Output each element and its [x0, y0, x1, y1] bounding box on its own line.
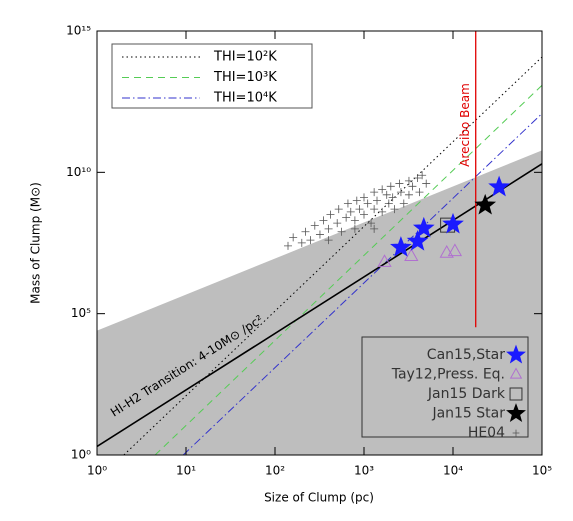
legend-marker	[506, 344, 526, 364]
marker	[447, 243, 463, 257]
axes-frame	[96, 30, 543, 456]
transition-line	[97, 163, 542, 448]
marker	[360, 210, 368, 219]
marker	[350, 216, 359, 225]
model-line	[123, 56, 542, 455]
marker	[363, 199, 372, 208]
marker	[343, 199, 352, 208]
legend-label: THI=10²K	[213, 50, 277, 65]
x-tick-label: 10²	[265, 464, 285, 478]
marker	[384, 199, 393, 208]
ticks: 10⁰ 10¹ 10² 10³ 10⁴ 10⁵ 10⁰ 10⁵ 10¹⁰ 10¹⁵	[66, 24, 552, 478]
model-legend: THI=10²K THI=10³K THI=10⁴K	[111, 43, 313, 109]
legend-marker	[509, 387, 523, 401]
marker	[377, 254, 392, 267]
marker	[315, 230, 324, 239]
marker	[334, 205, 343, 214]
marker	[378, 207, 387, 216]
marker	[333, 219, 342, 228]
x-tick-label: 10⁴	[443, 464, 463, 478]
x-tick-label: 10¹	[176, 464, 196, 478]
y-tick-label: 10¹⁰	[66, 165, 91, 179]
legend-label: Tay12,Press. Eq.	[391, 367, 505, 383]
marker	[413, 174, 422, 183]
legend-label: Jan15 Star	[431, 406, 505, 422]
marker	[412, 216, 435, 238]
legend-box	[111, 43, 313, 109]
marker	[404, 176, 413, 185]
legend-label: THI=10³K	[213, 70, 277, 85]
marker	[289, 233, 298, 242]
marker	[306, 236, 315, 245]
marker	[378, 185, 387, 194]
marker	[399, 199, 408, 208]
beam-label: Arecibo Beam	[458, 83, 472, 167]
marker	[406, 229, 429, 251]
y-tick-label: 10⁵	[71, 306, 91, 320]
x-tick-label: 10⁵	[532, 464, 552, 478]
marker	[346, 207, 355, 216]
marker	[319, 216, 328, 225]
legend-label: THI=10⁴K	[213, 91, 277, 106]
legend-label: Jan15 Dark	[427, 386, 506, 402]
marker	[284, 241, 293, 250]
model-line	[154, 84, 542, 455]
marker	[370, 205, 379, 214]
marker	[350, 224, 359, 233]
marker	[404, 248, 419, 262]
marker	[324, 236, 333, 245]
marker	[370, 224, 379, 233]
y-tick-label: 10⁰	[71, 448, 91, 462]
marker	[324, 224, 333, 233]
marker	[382, 190, 391, 199]
marker	[326, 210, 335, 219]
marker	[301, 227, 310, 236]
marker	[442, 212, 464, 234]
y-tick-label: 10¹⁵	[66, 24, 91, 38]
legend-label: Can15,Star	[427, 347, 505, 363]
marker	[360, 193, 368, 202]
legend: Can15,Star Tay12,Press. Eq. Jan15 Dark Jan1…	[361, 336, 529, 441]
marker	[440, 217, 456, 233]
marker	[373, 196, 382, 205]
model-line	[182, 113, 542, 455]
marker	[310, 221, 319, 230]
marker	[355, 205, 364, 214]
marker	[474, 193, 497, 215]
marker	[415, 188, 424, 197]
marker	[352, 196, 361, 205]
marker	[297, 238, 306, 247]
y-axis-title: Mass of Clump (M⊙)	[29, 182, 43, 304]
x-axis-title: Size of Clump (pc)	[264, 491, 374, 505]
marker	[408, 182, 417, 191]
marker	[370, 188, 379, 197]
x-tick-label: 10³	[354, 464, 374, 478]
legend-marker	[506, 403, 526, 422]
marker	[390, 236, 412, 257]
marker	[404, 190, 413, 199]
legend-marker	[512, 429, 520, 437]
marker	[390, 205, 399, 214]
marker	[337, 227, 346, 236]
marker	[395, 179, 404, 188]
legend-label: HE04	[468, 425, 505, 441]
marker	[388, 193, 397, 202]
legend-marker	[509, 367, 523, 379]
marker	[488, 175, 511, 197]
marker	[367, 219, 376, 228]
marker	[396, 188, 405, 197]
marker	[418, 171, 427, 180]
marker	[386, 182, 395, 191]
legend-box	[361, 336, 529, 438]
marker	[342, 213, 351, 222]
x-tick-label: 10⁰	[87, 464, 107, 478]
marker	[422, 179, 431, 188]
marker	[439, 244, 454, 258]
